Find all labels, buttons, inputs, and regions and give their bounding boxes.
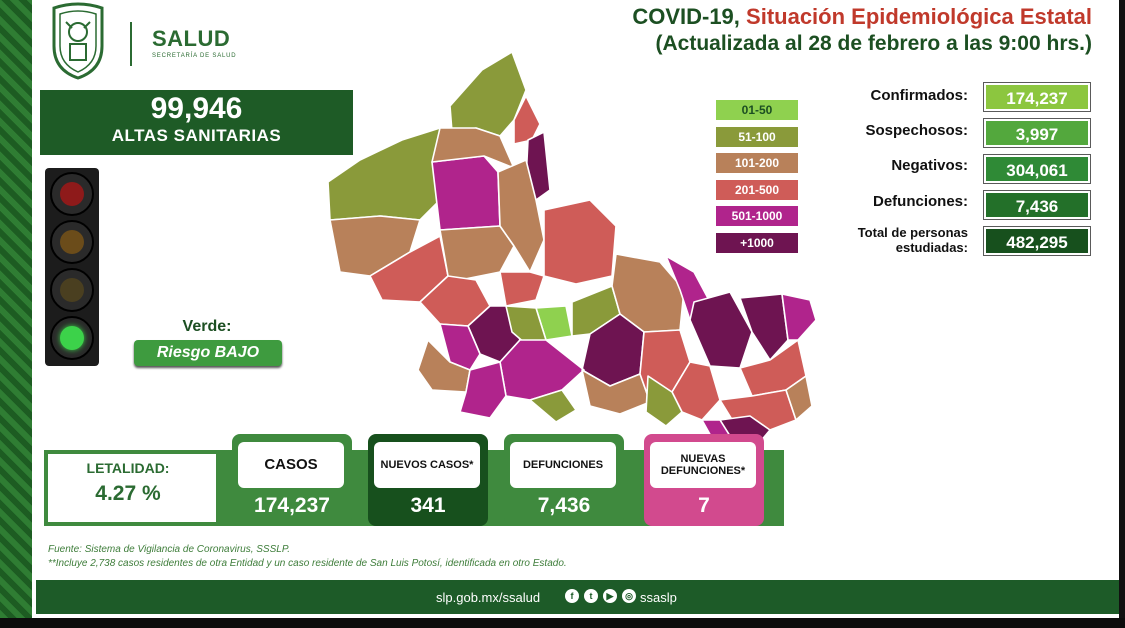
yellow-lamp-glow: [60, 278, 84, 302]
map-region-nw: [327, 127, 451, 221]
yellow-lamp: [50, 268, 94, 312]
instagram-icon[interactable]: ◎: [622, 589, 636, 603]
legend-item: 501-1000: [716, 206, 798, 226]
youtube-icon[interactable]: ▶: [603, 589, 617, 603]
altas-label: ALTAS SANITARIAS: [111, 126, 282, 145]
facebook-icon[interactable]: f: [565, 589, 579, 603]
card-nuevos-casos-title: NUEVOS CASOS*: [374, 442, 480, 488]
twitter-icon[interactable]: t: [584, 589, 598, 603]
altas-sanitarias-box: 99,946 ALTAS SANITARIAS: [40, 90, 353, 155]
card-nuevas-defunciones-title: NUEVAS DEFUNCIONES*: [650, 442, 756, 488]
map-region-magenta6: [781, 293, 817, 341]
map-region-olive5: [645, 375, 683, 427]
footer-url-link[interactable]: slp.gob.mx/ssalud: [436, 590, 541, 605]
stat-value-total: 482,295: [983, 226, 1091, 256]
map-region-c3: [543, 199, 617, 285]
legend-item: 01-50: [716, 100, 798, 120]
card-defunciones-title: DEFUNCIONES: [510, 442, 616, 488]
map-region-magenta3: [499, 339, 585, 401]
stat-value-sospechosos: 3,997: [983, 118, 1091, 148]
risk-badge: Riesgo BAJO: [134, 340, 282, 366]
social-icons: f t ▶ ◎: [565, 589, 636, 603]
orange-lamp: [50, 220, 94, 264]
decorative-side-pattern: [0, 0, 36, 618]
card-nuevos-casos-value: 341: [410, 494, 446, 517]
card-nuevos-casos: NUEVOS CASOS* 341: [368, 434, 488, 526]
traffic-light: [45, 168, 99, 366]
red-lamp-glow: [60, 182, 84, 206]
card-casos-title: CASOS: [238, 442, 344, 488]
card-casos: CASOS 174,237: [232, 434, 352, 526]
green-lamp: [50, 316, 94, 360]
map-region-magenta1: [431, 155, 501, 231]
stat-label-sospechosos: Sospechosos:: [865, 122, 968, 139]
title-situacion: Situación Epidemiológica Estatal: [746, 4, 1092, 29]
stat-label-total: Total de personas estudiadas:: [857, 225, 968, 255]
legend-item: 101-200: [716, 153, 798, 173]
stat-value-defunciones: 7,436: [983, 190, 1091, 220]
brand-name: SALUD: [152, 26, 231, 51]
letalidad-value: 4.27 %: [95, 482, 161, 505]
letalidad-label: LETALIDAD:: [86, 460, 170, 476]
map-legend: 01-50 51-100 101-200 201-500 501-1000 +1…: [716, 100, 798, 259]
map-region-magenta2: [439, 323, 481, 371]
stat-label-negativos: Negativos:: [891, 157, 968, 174]
title-covid: COVID-19,: [632, 4, 740, 29]
card-nuevas-defunciones: NUEVAS DEFUNCIONES* 7: [644, 434, 764, 526]
bottom-strip: [0, 618, 1125, 628]
logo-divider: [130, 22, 132, 66]
state-municipality-map: [327, 51, 817, 443]
map-region-c2: [497, 159, 545, 273]
map-region-olive4: [529, 389, 577, 423]
map-region-ne1: [513, 95, 541, 145]
footnote: **Incluye 2,738 casos residentes de otra…: [48, 558, 567, 569]
red-lamp: [50, 172, 94, 216]
map-region-c11: [785, 375, 813, 421]
stat-label-confirmados: Confirmados:: [870, 87, 969, 104]
page-title: COVID-19, Situación Epidemiológica Estat…: [480, 4, 1092, 30]
card-defunciones: DEFUNCIONES 7,436: [504, 434, 624, 526]
map-region-magenta4: [459, 361, 507, 419]
social-handle[interactable]: ssaslp: [640, 590, 677, 605]
letalidad-panel: [48, 454, 216, 522]
legend-item: 51-100: [716, 126, 798, 147]
map-region-purple4: [739, 293, 789, 361]
card-casos-value: 174,237: [254, 494, 330, 517]
orange-lamp-glow: [60, 230, 84, 254]
card-nuevas-defunciones-value: 7: [698, 494, 710, 517]
stat-value-confirmados: 174,237: [983, 82, 1091, 112]
legend-item: +1000: [716, 232, 798, 253]
brand-subtitle: SECRETARÍA DE SALUD: [152, 53, 237, 59]
stat-value-negativos: 304,061: [983, 154, 1091, 184]
legend-item: 201-500: [716, 179, 798, 200]
card-defunciones-value: 7,436: [537, 494, 591, 517]
map-region-c4: [499, 271, 545, 307]
source-note: Fuente: Sistema de Vigilancia de Coronav…: [48, 544, 290, 555]
semaforo-status: Verde:: [182, 318, 232, 335]
stat-label-defunciones: Defunciones:: [872, 193, 968, 210]
page-subtitle: (Actualizada al 28 de febrero a las 9:00…: [655, 32, 1092, 55]
green-lamp-glow: [60, 326, 84, 350]
coat-of-arms-logo: [52, 2, 104, 80]
altas-number: 99,946: [150, 92, 243, 125]
